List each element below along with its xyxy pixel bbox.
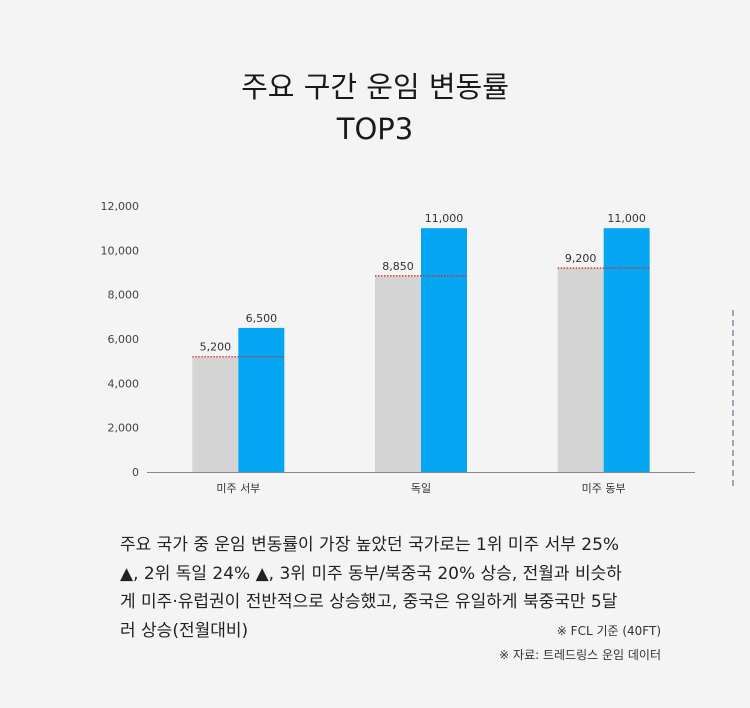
dashed-divider: [732, 310, 734, 486]
bar: [375, 275, 421, 472]
description: 주요 국가 중 운임 변동률이 가장 높았던 국가로는 1위 미주 서부 25%…: [120, 531, 660, 645]
y-tick-label: 2,000: [108, 422, 140, 435]
y-tick-label: 8,000: [108, 289, 140, 302]
data-label: 6,500: [246, 312, 278, 325]
data-label: 5,200: [200, 341, 232, 354]
x-tick-label: 미주 동부: [582, 482, 626, 495]
bar-chart: 0 2,000 4,000 6,000 8,000 10,000 12,000 5,200 6,…: [101, 200, 695, 495]
description-line: 주요 국가 중 운임 변동률이 가장 높았던 국가로는 1위 미주 서부 25%: [120, 535, 620, 555]
chart-title-line1: 주요 구간 운임 변동률: [241, 70, 509, 104]
note-source: ※ 자료: 트레드링스 운임 데이터: [499, 648, 661, 662]
description-line: 러 상승(전월대비): [120, 620, 249, 641]
data-label: 8,850: [382, 260, 414, 273]
y-tick-label: 12,000: [101, 200, 140, 213]
y-tick-label: 10,000: [101, 244, 140, 257]
data-label: 9,200: [565, 252, 597, 265]
y-tick-label: 0: [132, 466, 139, 479]
chart-title: 주요 구간 운임 변동률 TOP3: [0, 66, 750, 150]
x-tick-label: 미주 서부: [216, 482, 260, 495]
y-tick-label: 4,000: [108, 377, 140, 390]
bar: [557, 268, 604, 472]
y-tick-label: 6,000: [108, 333, 140, 346]
chart-title-line2: TOP3: [336, 112, 414, 146]
bar: [421, 228, 467, 472]
bar: [192, 356, 239, 472]
data-label: 11,000: [425, 212, 464, 225]
data-label: 11,000: [607, 212, 646, 225]
description-line: 게 미주·유럽권이 전반적으로 상승했고, 중국은 유일하게 북중국만 5달: [120, 592, 618, 612]
description-line: ▲, 2위 독일 24% ▲, 3위 미주 동부/북중국 20% 상승, 전월과…: [120, 563, 622, 584]
bar: [238, 327, 285, 472]
note-basis: ※ FCL 기준 (40FT): [556, 624, 661, 638]
x-tick-label: 독일: [411, 481, 431, 495]
bar: [603, 228, 650, 472]
